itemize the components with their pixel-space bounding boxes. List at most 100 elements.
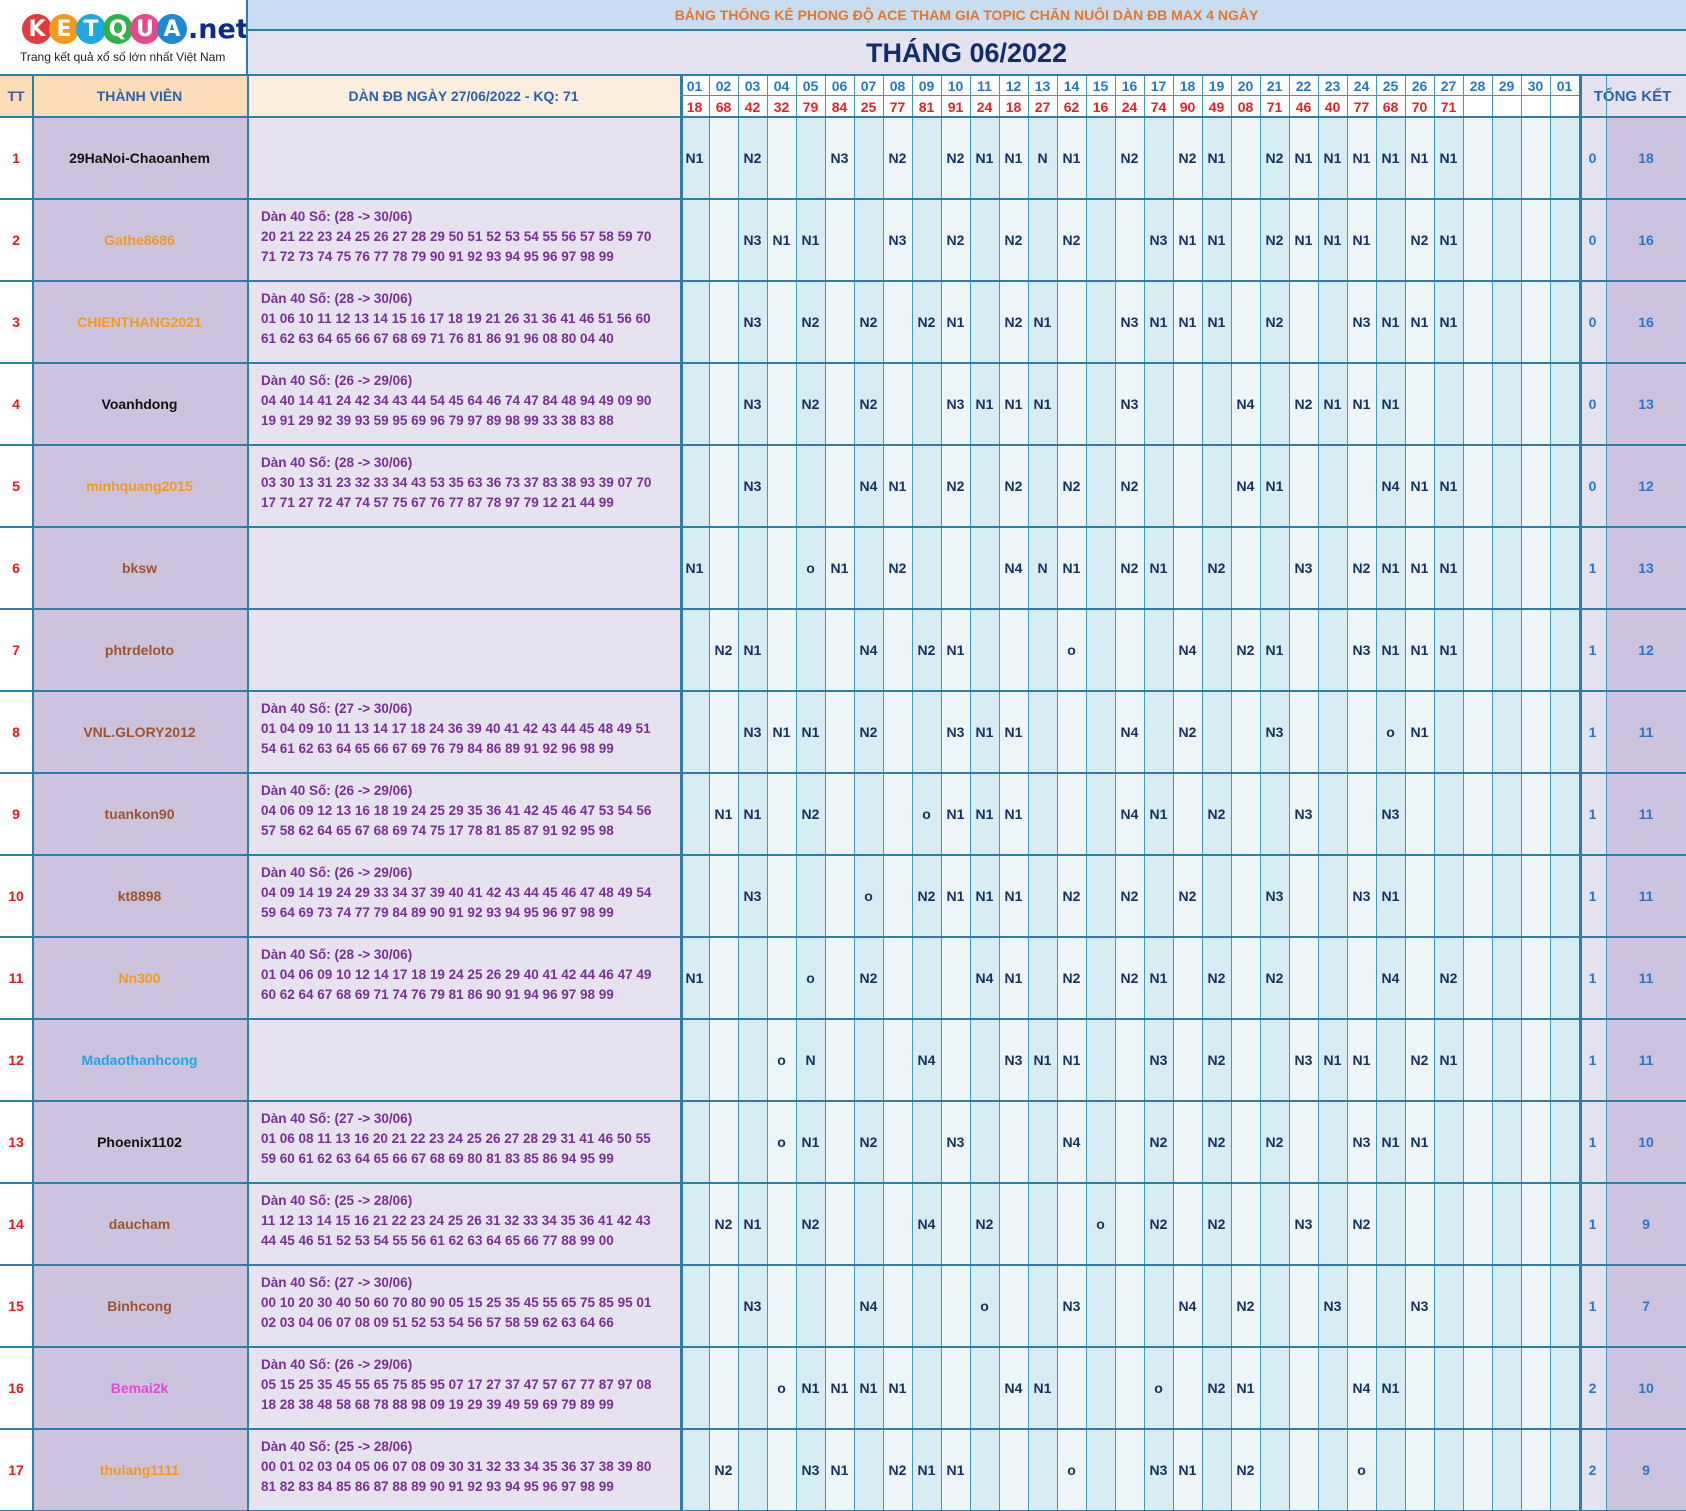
grid-line-horizontal bbox=[0, 608, 1686, 610]
day-result: 77 bbox=[1347, 96, 1376, 117]
day-number: 23 bbox=[1318, 75, 1347, 96]
grid-line-vertical bbox=[999, 75, 1000, 1511]
day-mark: N2 bbox=[1265, 150, 1284, 166]
day-column-band bbox=[941, 117, 970, 1511]
day-result bbox=[1521, 96, 1550, 117]
summary-col2: 10 bbox=[1606, 1347, 1686, 1429]
day-mark: N2 bbox=[1236, 1298, 1255, 1314]
logo-letter: T bbox=[76, 14, 106, 44]
summary-col1: 2 bbox=[1579, 1347, 1606, 1429]
logo-letter: A bbox=[157, 14, 187, 44]
day-number: 29 bbox=[1492, 75, 1521, 96]
dan-line: 44 45 46 51 52 53 54 55 56 61 62 63 64 6… bbox=[261, 1233, 614, 1248]
day-mark: N2 bbox=[1062, 970, 1081, 986]
grid-line-vertical bbox=[1579, 75, 1582, 1511]
day-number: 18 bbox=[1173, 75, 1202, 96]
dan-numbers: Dàn 40 Số: (28 -> 30/06) 01 04 06 09 10 1… bbox=[247, 937, 680, 1019]
member-name: Gathe8686 bbox=[32, 199, 247, 281]
day-mark: N2 bbox=[1062, 888, 1081, 904]
grid-line-horizontal bbox=[0, 280, 1686, 282]
summary-col1: 1 bbox=[1579, 1101, 1606, 1183]
day-mark: N3 bbox=[801, 1462, 820, 1478]
day-mark: N2 bbox=[859, 396, 878, 412]
dan-line: 81 82 83 84 85 86 87 88 89 90 91 92 93 9… bbox=[261, 1479, 614, 1494]
day-column-band bbox=[1202, 117, 1231, 1511]
day-mark: N2 bbox=[1120, 888, 1139, 904]
grid-line-vertical bbox=[1376, 75, 1377, 1511]
day-mark: N3 bbox=[946, 724, 965, 740]
day-column-band bbox=[1086, 117, 1115, 1511]
grid-line-vertical bbox=[1057, 75, 1058, 1511]
day-mark: N1 bbox=[1352, 150, 1371, 166]
dan-title: Dàn 40 Số: (27 -> 30/06) bbox=[261, 701, 413, 716]
day-mark: N1 bbox=[1439, 642, 1458, 658]
day-column-band bbox=[854, 117, 883, 1511]
dan-numbers: Dàn 40 Số: (26 -> 29/06) 04 06 09 12 13 1… bbox=[247, 773, 680, 855]
day-mark: N1 bbox=[1033, 1380, 1052, 1396]
day-mark: N3 bbox=[1120, 396, 1139, 412]
row-number: 8 bbox=[0, 691, 32, 773]
day-mark: N4 bbox=[917, 1216, 936, 1232]
grid-line-vertical bbox=[1028, 75, 1029, 1511]
dan-line: 01 06 08 11 13 16 20 21 22 23 24 25 26 2… bbox=[261, 1131, 651, 1146]
dan-numbers: Dàn 40 Số: (26 -> 29/06) 05 15 25 35 45 5… bbox=[247, 1347, 680, 1429]
day-mark: N3 bbox=[743, 396, 762, 412]
day-result: 91 bbox=[941, 96, 970, 117]
day-mark: N2 bbox=[1207, 560, 1226, 576]
day-mark: N1 bbox=[1004, 396, 1023, 412]
day-number: 22 bbox=[1289, 75, 1318, 96]
day-mark: N1 bbox=[1149, 560, 1168, 576]
day-column-band bbox=[1231, 117, 1260, 1511]
day-mark: N1 bbox=[1149, 314, 1168, 330]
day-mark: o bbox=[1154, 1380, 1163, 1396]
logo-tagline: Trang kết quả xổ số lớn nhất Việt Nam bbox=[20, 50, 226, 64]
dan-line: 04 40 14 41 24 42 34 43 44 54 45 64 46 7… bbox=[261, 393, 652, 408]
day-mark: N4 bbox=[1236, 396, 1255, 412]
summary-col1: 1 bbox=[1579, 855, 1606, 937]
day-mark: N1 bbox=[1381, 1134, 1400, 1150]
day-mark: N1 bbox=[743, 642, 762, 658]
site-logo[interactable]: K E T Q U A .net Trang kết quả xổ số lớn nhất … bbox=[0, 0, 249, 75]
day-mark: o bbox=[1386, 724, 1395, 740]
day-number: 26 bbox=[1405, 75, 1434, 96]
summary-col1: 1 bbox=[1579, 1019, 1606, 1101]
grid-line-vertical bbox=[1463, 75, 1464, 1511]
day-mark: N2 bbox=[1236, 642, 1255, 658]
day-column-band bbox=[825, 117, 854, 1511]
day-mark: N3 bbox=[1352, 642, 1371, 658]
day-result: 08 bbox=[1231, 96, 1260, 117]
day-mark: N1 bbox=[1410, 314, 1429, 330]
row-number: 9 bbox=[0, 773, 32, 855]
day-mark: N3 bbox=[1294, 806, 1313, 822]
day-mark: N1 bbox=[1410, 478, 1429, 494]
dan-title: Dàn 40 Số: (28 -> 30/06) bbox=[261, 947, 413, 962]
day-number: 08 bbox=[883, 75, 912, 96]
day-mark: N2 bbox=[1207, 1134, 1226, 1150]
day-mark: N1 bbox=[1265, 642, 1284, 658]
day-mark: N4 bbox=[1236, 478, 1255, 494]
day-mark: N3 bbox=[1294, 1052, 1313, 1068]
summary-col1: 1 bbox=[1579, 527, 1606, 609]
day-mark: N3 bbox=[1149, 1462, 1168, 1478]
member-name: CHIENTHANG2021 bbox=[32, 281, 247, 363]
day-mark: o bbox=[777, 1134, 786, 1150]
day-mark: N1 bbox=[1439, 150, 1458, 166]
day-mark: N1 bbox=[917, 1462, 936, 1478]
day-mark: N1 bbox=[1062, 560, 1081, 576]
day-mark: N1 bbox=[685, 150, 704, 166]
row-number: 5 bbox=[0, 445, 32, 527]
day-mark: N3 bbox=[1381, 806, 1400, 822]
grid-line-vertical bbox=[1434, 75, 1435, 1511]
day-number: 14 bbox=[1057, 75, 1086, 96]
day-mark: N1 bbox=[1323, 150, 1342, 166]
day-mark: N2 bbox=[1004, 478, 1023, 494]
day-mark: N3 bbox=[1352, 1134, 1371, 1150]
dan-line: 05 15 25 35 45 55 65 75 85 95 07 17 27 3… bbox=[261, 1377, 652, 1392]
day-result: 16 bbox=[1086, 96, 1115, 117]
member-name: tuankon90 bbox=[32, 773, 247, 855]
summary-col1: 1 bbox=[1579, 691, 1606, 773]
summary-col1: 0 bbox=[1579, 199, 1606, 281]
grid-line-vertical bbox=[941, 75, 942, 1511]
day-mark: N2 bbox=[1207, 1380, 1226, 1396]
grid-line-horizontal bbox=[0, 116, 1686, 118]
